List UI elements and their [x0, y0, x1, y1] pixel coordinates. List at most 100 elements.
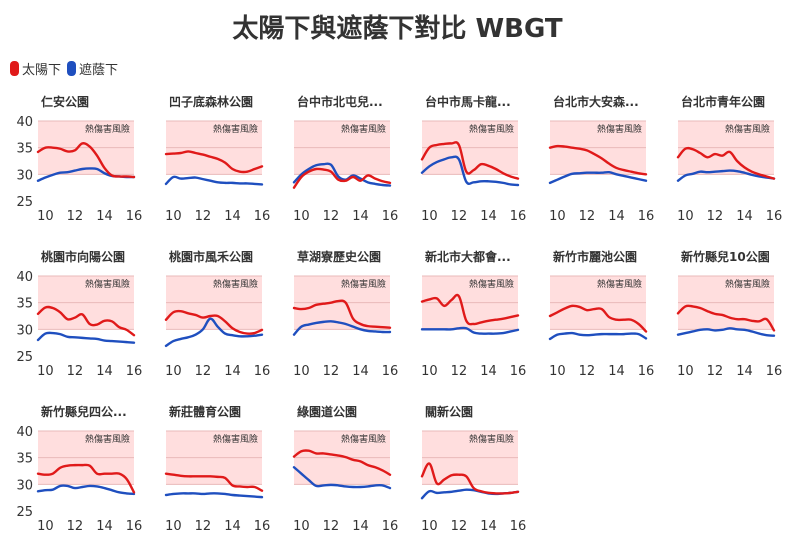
panel-4-shade-line[interactable]	[420, 155, 520, 187]
panel-13-shade-line[interactable]	[36, 484, 136, 496]
panel-7-xtick: 12	[67, 364, 84, 379]
panel-11-xtick: 16	[638, 364, 655, 379]
legend-item-shade[interactable]: 遮蔭下	[67, 59, 118, 78]
panel-13-xtick: 12	[67, 519, 84, 534]
panel-11-shade-line[interactable]	[548, 331, 648, 341]
panel-4-xtick: 12	[451, 209, 468, 224]
panel-7-ytick: 35	[16, 297, 33, 312]
panel-5-xtick: 10	[549, 209, 566, 224]
panel-13-risk-label: 熱傷害風險	[85, 433, 130, 445]
panel-4-sun-line[interactable]	[420, 141, 520, 180]
panel-4: 台中市馬卡龍... 熱傷害風險 10 12 14 16	[420, 94, 526, 224]
panel-3: 台中市北屯兒... 熱傷害風險 10 12 14 16	[292, 94, 399, 224]
panel-11-sun-line[interactable]	[548, 304, 648, 333]
panel-7-ytick: 30	[16, 323, 33, 338]
panel-4-title: 台中市馬卡龍...	[425, 94, 511, 109]
chart-title: 太陽下與遮蔭下對比 WBGT	[232, 14, 563, 44]
panel-1-title: 仁安公園	[41, 94, 89, 109]
panel-3-shade-line[interactable]	[292, 162, 392, 187]
panel-13: 新竹縣兒四公... 熱傷害風險 25 30 35 40 10 12 14 16	[16, 404, 142, 534]
panel-10-shade-line[interactable]	[420, 326, 520, 335]
panel-8-shade-line[interactable]	[164, 317, 264, 348]
panel-4-risk-label: 熱傷害風險	[469, 123, 514, 135]
panel-8-xtick: 10	[165, 364, 182, 379]
panel-8-sun-line[interactable]	[164, 309, 264, 335]
panel-9-xtick: 10	[293, 364, 310, 379]
panel-5-shade-line[interactable]	[548, 170, 648, 185]
panel-13-xtick: 16	[126, 519, 143, 534]
legend: 太陽下 遮蔭下	[10, 59, 124, 78]
panel-12-shade-line[interactable]	[676, 327, 776, 337]
panel-1-ytick: 40	[16, 115, 33, 130]
panel-8-title: 桃園市風禾公園	[169, 249, 253, 264]
panel-7-risk-label: 熱傷害風險	[85, 278, 130, 290]
panel-7-ytick: 25	[16, 350, 33, 365]
panel-4-xtick: 10	[421, 209, 438, 224]
panel-13-ytick: 40	[16, 425, 33, 440]
panel-13-ytick: 35	[16, 452, 33, 467]
panel-10-xtick: 14	[480, 364, 497, 379]
panel-3-xtick: 16	[382, 209, 399, 224]
panel-3-xtick: 10	[293, 209, 310, 224]
legend-item-sun[interactable]: 太陽下	[10, 59, 61, 78]
panel-7-sun-line[interactable]	[36, 305, 136, 337]
panel-5-risk-label: 熱傷害風險	[597, 123, 642, 135]
panel-10-risk-label: 熱傷害風險	[469, 278, 514, 290]
panel-13-title: 新竹縣兒四公...	[41, 404, 127, 419]
panel-16-sun-line[interactable]	[420, 462, 520, 495]
panel-12-sun-line[interactable]	[676, 304, 776, 332]
panel-7-shade-line[interactable]	[36, 331, 136, 344]
panel-1-ytick: 25	[16, 195, 33, 210]
panel-14-xtick: 10	[165, 519, 182, 534]
panel-12-xtick: 14	[736, 364, 753, 379]
panel-2-sun-line[interactable]	[164, 150, 264, 174]
panel-1-sun-line[interactable]	[36, 142, 136, 179]
panel-13-sun-line[interactable]	[36, 463, 136, 494]
panel-10-sun-line[interactable]	[420, 293, 520, 326]
panel-3-xtick: 12	[323, 209, 340, 224]
panel-14-xtick: 16	[254, 519, 271, 534]
legend-swatch-sun	[10, 61, 19, 76]
panel-12-xtick: 10	[677, 364, 694, 379]
panel-6-risk-label: 熱傷害風險	[725, 123, 770, 135]
panel-9-risk-label: 熱傷害風險	[341, 278, 386, 290]
panel-5: 台北市大安森... 熱傷害風險 10 12 14 16	[548, 94, 654, 224]
panel-15-shade-line[interactable]	[292, 466, 392, 490]
panel-9-sun-line[interactable]	[292, 299, 392, 329]
panel-10-xtick: 12	[451, 364, 468, 379]
panel-3-sun-line[interactable]	[292, 167, 392, 189]
panel-9-shade-line[interactable]	[292, 320, 392, 336]
panel-14-sun-line[interactable]	[164, 472, 264, 492]
panel-1-risk-label: 熱傷害風險	[85, 123, 130, 135]
panel-2-shade-line[interactable]	[164, 175, 264, 186]
panel-6-xtick: 10	[677, 209, 694, 224]
panel-11-risk-label: 熱傷害風險	[597, 278, 642, 290]
panel-7-ytick: 40	[16, 270, 33, 285]
panel-11-xtick: 12	[579, 364, 596, 379]
panel-8-risk-label: 熱傷害風險	[213, 278, 258, 290]
panel-10-xtick: 16	[510, 364, 527, 379]
panel-15-sun-line[interactable]	[292, 449, 392, 476]
panel-8-xtick: 12	[195, 364, 212, 379]
panel-6-sun-line[interactable]	[676, 146, 776, 180]
panel-1-ytick: 35	[16, 142, 33, 157]
panel-12-title: 新竹縣兒10公園	[681, 249, 770, 264]
panel-6-xtick: 16	[766, 209, 783, 224]
panel-14-shade-line[interactable]	[164, 492, 264, 499]
panel-6-shade-line[interactable]	[676, 169, 776, 182]
panel-5-sun-line[interactable]	[548, 144, 648, 176]
panel-15-xtick: 14	[352, 519, 369, 534]
panel-9-xtick: 14	[352, 364, 369, 379]
panel-12-xtick: 16	[766, 364, 783, 379]
panel-7-xtick: 14	[96, 364, 113, 379]
panel-13-xtick: 10	[37, 519, 54, 534]
panel-14-xtick: 14	[224, 519, 241, 534]
